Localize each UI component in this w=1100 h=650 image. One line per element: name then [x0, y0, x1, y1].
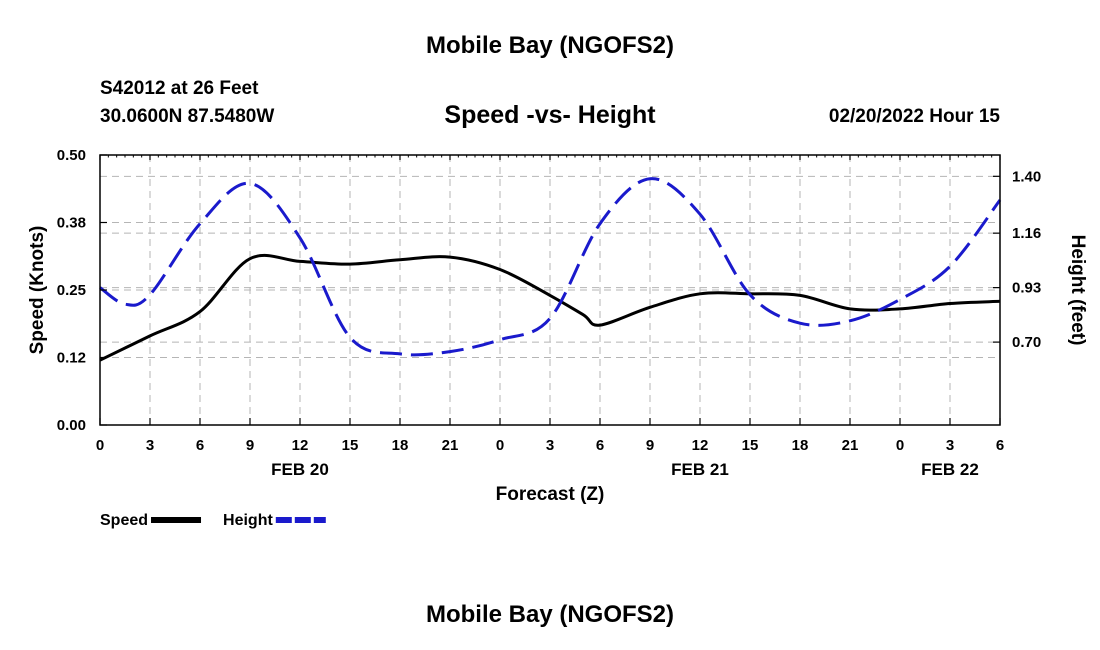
x-tick-label: 0 — [96, 437, 104, 454]
x-tick-label: 3 — [946, 437, 954, 454]
x-tick-label: 21 — [842, 437, 859, 454]
date-label: FEB 20 — [271, 460, 329, 479]
x-tick-label: 15 — [742, 437, 759, 454]
legend-label: Speed — [100, 512, 148, 529]
y2-tick-label: 0.70 — [1012, 334, 1041, 351]
x-tick-label: 9 — [246, 437, 254, 454]
grid-layer — [100, 155, 1000, 425]
y-tick-label: 0.25 — [57, 282, 86, 299]
x-tick-label: 15 — [342, 437, 359, 454]
x-tick-label: 18 — [392, 437, 409, 454]
x-tick-label: 21 — [442, 437, 459, 454]
legend: Speed Height — [100, 512, 326, 529]
legend-label: Height — [223, 512, 273, 529]
axis-layer: 0 3 6 9 12 15 18 21 0 3 6 9 12 15 18 21 0 3 6 FEB 20 FEB 21 F… — [57, 147, 1041, 479]
series-speed-line — [99, 253, 1001, 362]
x-tick-label: 6 — [596, 437, 604, 454]
y-tick-label: 0.38 — [57, 215, 86, 232]
x-tick-label: 0 — [496, 437, 504, 454]
x-tick-label: 18 — [792, 437, 809, 454]
x-tick-label: 0 — [896, 437, 904, 454]
y-tick-label: 0.50 — [57, 147, 86, 164]
date-label: FEB 21 — [671, 460, 729, 479]
y2-tick-label: 1.40 — [1012, 168, 1041, 185]
x-tick-label: 6 — [196, 437, 204, 454]
y2-axis-label: Height (feet) — [1067, 235, 1088, 346]
y-axis-label: Speed (Knots) — [27, 226, 48, 355]
x-axis-label: Forecast (Z) — [496, 484, 605, 505]
date-label: FEB 22 — [921, 460, 979, 479]
station-coordinates: 30.0600N 87.5480W — [100, 106, 275, 127]
y2-tick-label: 0.93 — [1012, 280, 1041, 297]
y2-tick-label: 1.16 — [1012, 225, 1041, 242]
x-tick-label: 6 — [996, 437, 1004, 454]
forecast-datetime: 02/20/2022 Hour 15 — [828, 106, 1000, 127]
x-tick-label: 12 — [692, 437, 709, 454]
x-tick-label: 3 — [146, 437, 154, 454]
series-layer — [99, 177, 1002, 362]
series-height-line — [99, 177, 1002, 357]
x-tick-label: 12 — [292, 437, 309, 454]
footer-title: Mobile Bay (NGOFS2) — [425, 601, 675, 628]
x-tick-label: 9 — [646, 437, 654, 454]
y-tick-label: 0.00 — [57, 417, 86, 434]
station-label: S42012 at 26 Feet — [100, 78, 259, 99]
chart-subtitle: Speed -vs- Height — [444, 101, 656, 129]
chart-title: Mobile Bay (NGOFS2) — [425, 32, 675, 59]
y-tick-label: 0.12 — [57, 350, 86, 367]
x-tick-label: 3 — [546, 437, 554, 454]
